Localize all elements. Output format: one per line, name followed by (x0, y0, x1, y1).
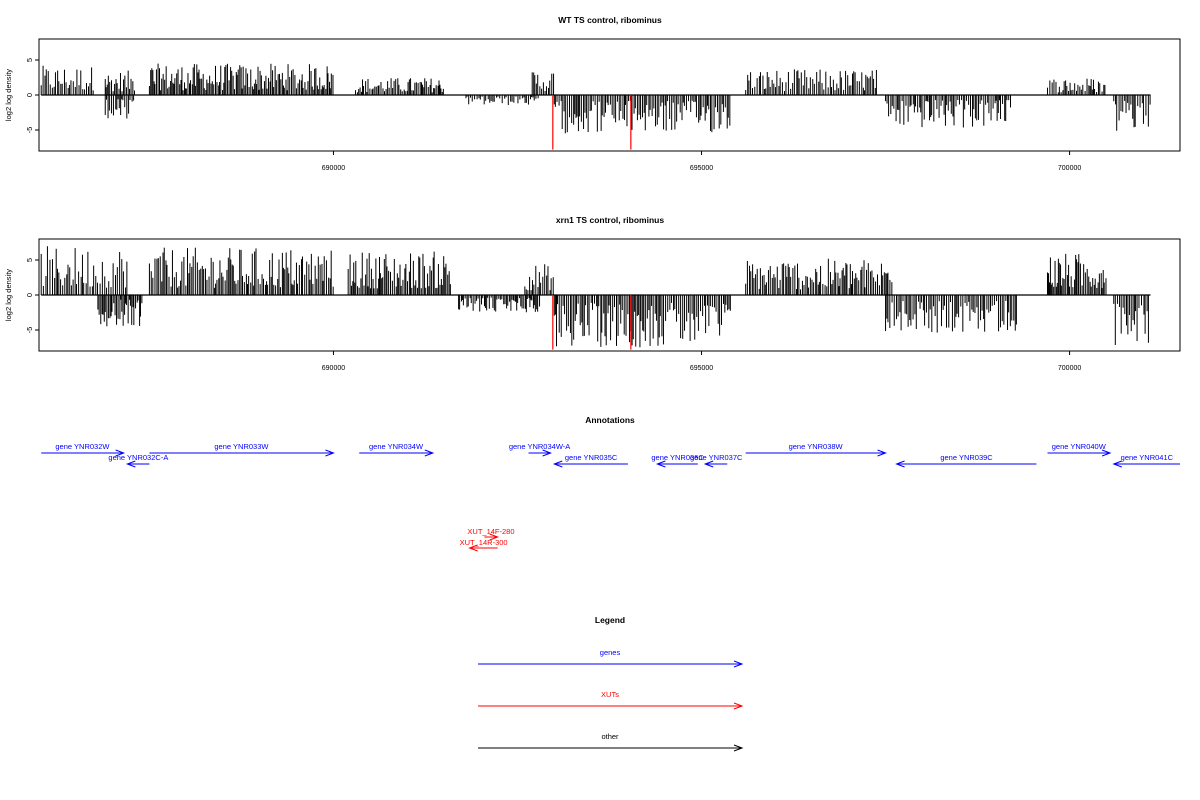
xut-arrow (484, 533, 500, 541)
legend-items: genes XUTs other (478, 648, 744, 752)
legend-arrow (478, 660, 744, 668)
gene-label: gene YNR034W (369, 442, 424, 451)
gene-arrow (359, 449, 435, 457)
legend: Legend genes XUTs other (478, 615, 744, 752)
legend-label: other (601, 732, 619, 741)
gene-label: gene YNR032C-A (108, 453, 168, 462)
xut-label: XUT_14R-300 (460, 538, 508, 547)
legend-arrow (478, 702, 744, 710)
gene-label: gene YNR034W-A (509, 442, 570, 451)
arrow-head (325, 449, 335, 457)
arrow-head (895, 460, 905, 468)
gene-label: gene YNR036C (651, 453, 704, 462)
panel-wt: WT TS control, ribominus log2 log densit… (4, 15, 1181, 172)
arrow-head (424, 449, 435, 457)
axes: -5 0 5 690000 695000 700000 (25, 58, 1081, 172)
xut-arrow (468, 544, 498, 552)
y-axis-label: log2 log density (4, 269, 13, 321)
panel-title: WT TS control, ribominus (558, 15, 662, 25)
gene-arrow (745, 449, 887, 457)
arrow-head (115, 449, 126, 457)
gene-label: gene YNR032W (55, 442, 110, 451)
gene-label: gene YNR040W (1052, 442, 1107, 451)
legend-label: XUTs (601, 690, 619, 699)
y-tick-label: 5 (25, 58, 34, 62)
x-tick-label: 690000 (322, 365, 345, 372)
legend-label: genes (600, 648, 621, 657)
x-tick-label: 695000 (690, 365, 713, 372)
arrow-head (552, 460, 563, 468)
xut-label: XUT_14F-280 (467, 527, 514, 536)
y-tick-label: 0 (25, 93, 34, 97)
gene-arrow (149, 449, 335, 457)
gene-arrow (528, 449, 553, 457)
gene-label: gene YNR041C (1121, 453, 1174, 462)
arrow-head (1112, 460, 1122, 468)
gene-arrow (125, 460, 150, 468)
y-tick-label: 5 (25, 258, 34, 262)
y-tick-label: 0 (25, 293, 34, 297)
gene-arrows: gene YNR032W gene YNR032C-A gene YNR033W ge… (41, 442, 1180, 468)
arrow-head (877, 449, 887, 457)
x-tick-label: 700000 (1058, 365, 1081, 372)
arrow-head (733, 744, 744, 752)
x-tick-label: 700000 (1058, 165, 1081, 172)
y-tick-label: -5 (25, 327, 34, 334)
gene-arrow (703, 460, 728, 468)
arrow-head (703, 460, 714, 468)
y-tick-label: -5 (25, 127, 34, 134)
signal-bars (40, 246, 1151, 350)
gene-arrow (655, 460, 698, 468)
legend-title: Legend (595, 615, 625, 625)
gene-arrow (895, 460, 1037, 468)
arrow-head (1101, 449, 1112, 457)
gene-label: gene YNR039C (940, 453, 993, 462)
arrow-head (468, 544, 478, 552)
arrow-head (733, 702, 744, 710)
arrow-head (733, 660, 744, 668)
panel-title: xrn1 TS control, ribominus (556, 215, 664, 225)
y-axis-label: log2 log density (4, 69, 13, 121)
gene-arrow (1047, 449, 1112, 457)
gene-label: gene YNR038W (789, 442, 844, 451)
x-tick-label: 695000 (690, 165, 713, 172)
xut-arrows: XUT_14F-280 XUT_14R-300 (460, 527, 515, 552)
axes: -5 0 5 690000 695000 700000 (25, 258, 1081, 372)
signal-bars (40, 63, 1151, 150)
gene-arrow (552, 460, 628, 468)
legend-arrow (478, 744, 744, 752)
arrow-head (542, 449, 553, 457)
gene-label: gene YNR035C (565, 453, 618, 462)
annotations-title: Annotations (585, 415, 635, 425)
x-tick-label: 690000 (322, 165, 345, 172)
gene-label: gene YNR037C (690, 453, 743, 462)
gene-label: gene YNR033W (214, 442, 269, 451)
gene-arrow (1112, 460, 1180, 468)
gene-arrow (41, 449, 126, 457)
panel-xrn1: xrn1 TS control, ribominus log2 log dens… (4, 215, 1181, 372)
arrow-head (489, 533, 500, 541)
arrow-head (125, 460, 136, 468)
arrow-head (655, 460, 666, 468)
